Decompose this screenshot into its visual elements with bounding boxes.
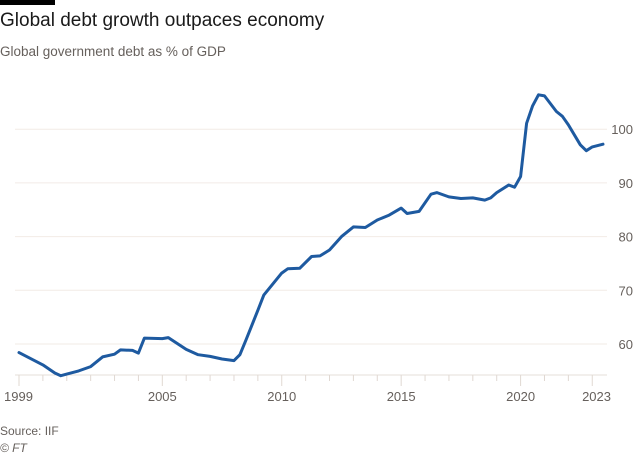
x-tick-label: 2005 bbox=[148, 389, 177, 404]
x-tick-label: 2020 bbox=[506, 389, 535, 404]
chart-title: Global debt growth outpaces economy bbox=[0, 10, 325, 31]
y-tick-label: 60 bbox=[619, 337, 633, 352]
source-note: Source: IIF bbox=[0, 424, 59, 438]
chart-subtitle: Global government debt as % of GDP bbox=[0, 44, 226, 59]
x-tick-label: 1999 bbox=[4, 389, 33, 404]
x-tick-label: 2023 bbox=[582, 389, 611, 404]
x-tick-label: 2015 bbox=[387, 389, 416, 404]
y-tick-label: 100 bbox=[611, 122, 633, 137]
y-tick-label: 80 bbox=[619, 230, 633, 245]
y-tick-label: 70 bbox=[619, 283, 633, 298]
series-line-debt-to-gdp bbox=[17, 93, 605, 378]
ft-credit: © FT bbox=[0, 441, 27, 455]
x-tick-label: 2010 bbox=[267, 389, 296, 404]
ft-brand-bar bbox=[0, 0, 55, 5]
y-tick-label: 90 bbox=[619, 176, 633, 191]
